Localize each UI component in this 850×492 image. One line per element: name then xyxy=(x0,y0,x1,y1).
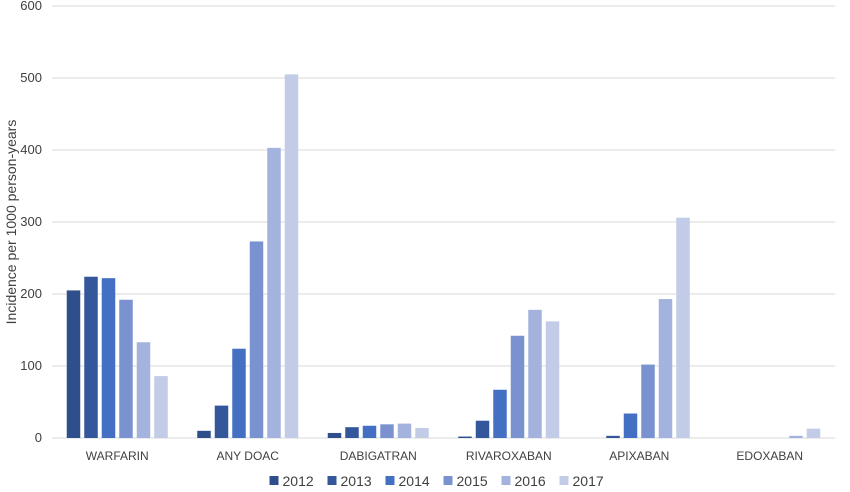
legend-swatch-2012 xyxy=(269,476,279,485)
legend-label: 2013 xyxy=(341,473,372,489)
y-tick-label: 100 xyxy=(20,358,42,373)
bar-apixaban-2015 xyxy=(641,364,655,438)
y-tick-label: 300 xyxy=(20,214,42,229)
bar-warfarin-2017 xyxy=(154,376,168,438)
bar-any-doac-2014 xyxy=(232,348,246,438)
bar-dabigatran-2015 xyxy=(380,424,394,438)
legend-label: 2015 xyxy=(457,473,488,489)
legend-swatch-2013 xyxy=(327,476,337,485)
legend: 2012 2013 2014 2015 2016 2017 xyxy=(269,473,604,489)
bar-rivaroxaban-2012 xyxy=(458,436,472,438)
bar-any-doac-2012 xyxy=(197,430,211,438)
bar-dabigatran-2017 xyxy=(415,427,429,438)
bar-warfarin-2014 xyxy=(101,278,116,438)
bar-apixaban-2017 xyxy=(676,217,690,438)
x-axis-categories: WARFARIN ANY DOAC DABIGATRAN RIVAROXABAN API… xyxy=(86,449,803,463)
bar-dabigatran-2014 xyxy=(362,425,377,438)
legend-label: 2016 xyxy=(515,473,546,489)
bars xyxy=(66,74,821,439)
bar-dabigatran-2012 xyxy=(327,432,342,438)
bar-any-doac-2013 xyxy=(214,405,229,438)
x-category-label: DABIGATRAN xyxy=(340,449,417,463)
bar-dabigatran-2016 xyxy=(397,423,412,438)
legend-label: 2014 xyxy=(399,473,430,489)
bar-rivaroxaban-2015 xyxy=(510,335,525,438)
bar-apixaban-2016 xyxy=(658,299,673,438)
x-category-label: APIXABAN xyxy=(609,449,669,463)
x-category-label: WARFARIN xyxy=(86,449,149,463)
bar-edoxaban-2016 xyxy=(789,435,803,438)
bar-apixaban-2014 xyxy=(623,413,638,438)
bar-dabigatran-2013 xyxy=(345,427,359,438)
legend-swatch-2015 xyxy=(443,476,453,485)
bar-apixaban-2013 xyxy=(606,435,620,438)
bar-warfarin-2012 xyxy=(66,290,81,438)
x-category-label: RIVAROXABAN xyxy=(466,449,552,463)
y-axis-ticks: 0 100 200 300 400 500 600 xyxy=(20,0,42,445)
y-tick-label: 200 xyxy=(20,286,42,301)
bar-warfarin-2016 xyxy=(136,342,151,438)
bar-edoxaban-2017 xyxy=(806,428,821,438)
legend-swatch-2016 xyxy=(501,476,511,485)
x-category-label: ANY DOAC xyxy=(217,449,280,463)
bar-any-doac-2016 xyxy=(267,147,281,438)
y-tick-label: 0 xyxy=(35,430,42,445)
gridlines xyxy=(52,5,835,367)
y-tick-label: 400 xyxy=(20,142,42,157)
bar-warfarin-2013 xyxy=(84,276,98,438)
bar-rivaroxaban-2016 xyxy=(528,309,542,438)
bar-any-doac-2017 xyxy=(284,74,299,439)
x-category-label: EDOXABAN xyxy=(736,449,803,463)
y-tick-label: 600 xyxy=(20,0,42,13)
bar-rivaroxaban-2014 xyxy=(493,389,507,438)
legend-label: 2017 xyxy=(573,473,604,489)
bar-rivaroxaban-2017 xyxy=(545,321,560,438)
bar-rivaroxaban-2013 xyxy=(475,420,490,438)
legend-label: 2012 xyxy=(283,473,314,489)
legend-swatch-2014 xyxy=(385,476,395,485)
y-tick-label: 500 xyxy=(20,70,42,85)
bar-warfarin-2015 xyxy=(119,299,133,438)
legend-swatch-2017 xyxy=(559,476,569,485)
bar-any-doac-2015 xyxy=(249,241,264,438)
y-axis-label: Incidence per 1000 person-years xyxy=(3,120,19,325)
